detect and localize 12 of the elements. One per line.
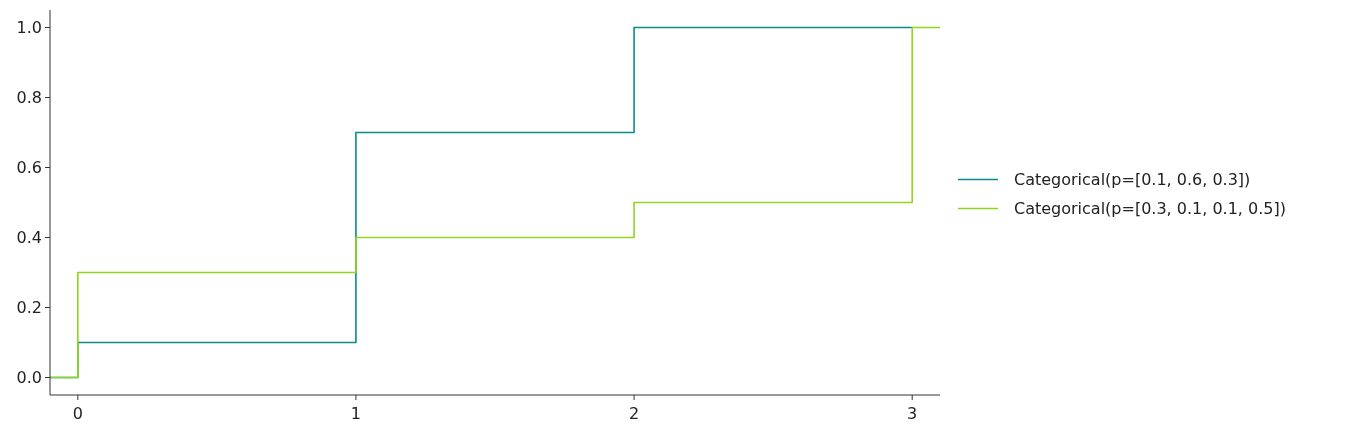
legend-label: Categorical(p=[0.1, 0.6, 0.3]) [1014, 170, 1251, 190]
y-tick-label: 0.8 [16, 88, 42, 108]
x-tick-label: 0 [72, 404, 83, 423]
y-tick-label: 1.0 [16, 18, 42, 38]
legend-label: Categorical(p=[0.3, 0.1, 0.1, 0.5]) [1014, 199, 1286, 219]
y-tick-label: 0.6 [16, 158, 42, 178]
y-tick-label: 0.0 [16, 368, 42, 388]
x-tick-label: 3 [907, 404, 918, 423]
y-tick-label: 0.2 [16, 298, 42, 318]
y-tick-label: 0.4 [16, 228, 42, 248]
x-tick-label: 1 [350, 404, 362, 423]
x-tick-label: 2 [628, 404, 640, 423]
